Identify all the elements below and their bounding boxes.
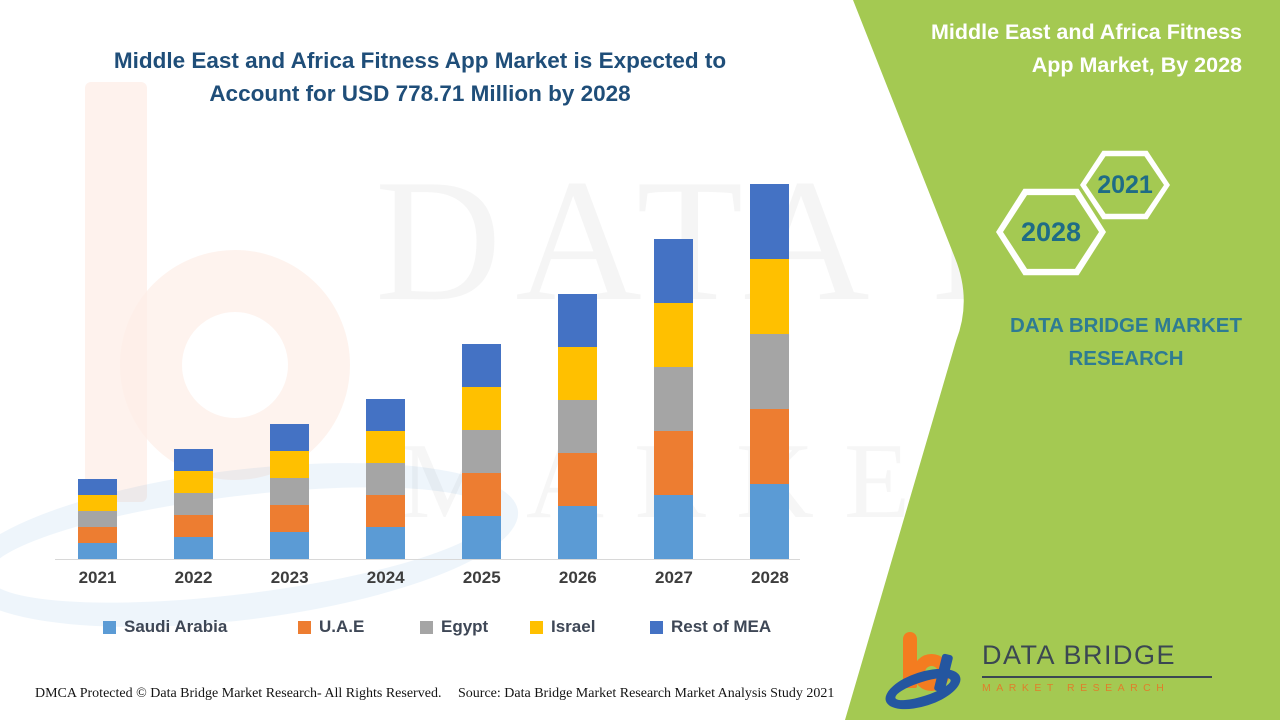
bar-segment-egypt-2024 (366, 463, 406, 495)
legend-item-israel: Israel (530, 616, 595, 638)
logo-text: DATA BRIDGE MARKET RESEARCH (982, 640, 1212, 694)
bar-chart-plot: 2021 2022 2023 2024 2025 2026 2027 2028 (55, 180, 800, 587)
data-bridge-logo: DATA BRIDGE MARKET RESEARCH (880, 630, 1216, 718)
bar-segment-israel-2021 (78, 495, 117, 511)
bar-segment-israel-2022 (174, 471, 214, 493)
bar-segment-saudi-arabia-2026 (558, 506, 598, 559)
legend-swatch (103, 620, 116, 634)
logo-sub: MARKET RESEARCH (982, 682, 1170, 694)
legend-item-u-a-e: U.A.E (298, 616, 364, 638)
bar-segment-u-a-e-2023 (270, 505, 310, 532)
x-axis-line (55, 559, 800, 560)
bar-segment-rest-of-mea-2028 (750, 184, 790, 259)
legend-swatch (420, 620, 433, 634)
bar-segment-egypt-2028 (750, 334, 790, 409)
chart-title: Middle East and Africa Fitness App Marke… (113, 48, 727, 107)
bar-segment-rest-of-mea-2021 (78, 479, 117, 495)
legend-item-rest-of-mea: Rest of MEA (650, 616, 771, 638)
x-axis-label-2026: 2026 (558, 568, 597, 587)
legend-label: Saudi Arabia (124, 617, 228, 636)
logo-name: DATA BRIDGE (982, 640, 1212, 678)
x-axis-label-2021: 2021 (78, 568, 117, 587)
bar-segment-u-a-e-2025 (462, 473, 502, 516)
legend-swatch (650, 620, 663, 634)
bar-segment-rest-of-mea-2027 (654, 239, 694, 303)
legend-swatch (298, 620, 311, 634)
bar-segment-u-a-e-2028 (750, 409, 790, 484)
bar-segment-u-a-e-2021 (78, 527, 117, 543)
x-axis-label-2028: 2028 (751, 568, 789, 587)
stacked-bar-2022 (174, 449, 214, 559)
x-axis-label-2023: 2023 (270, 568, 309, 587)
stacked-bar-2021 (78, 479, 117, 559)
stacked-bar-2023 (270, 424, 310, 559)
bar-segment-saudi-arabia-2024 (366, 527, 406, 559)
bar-segment-saudi-arabia-2025 (462, 516, 502, 559)
bar-segment-israel-2026 (558, 347, 598, 400)
footer-dmca-text: DMCA Protected © Data Bridge Market Rese… (35, 686, 442, 701)
panel-title: Middle East and Africa Fitness App Marke… (930, 20, 1242, 78)
bar-segment-u-a-e-2022 (174, 515, 214, 537)
data-bridge-logo-icon (880, 630, 966, 718)
bar-segment-egypt-2025 (462, 430, 502, 473)
stacked-bar-2025 (462, 344, 502, 559)
bar-segment-egypt-2021 (78, 511, 117, 527)
bar-segment-rest-of-mea-2024 (366, 399, 406, 431)
footer-source-text: Source: Data Bridge Market Research Mark… (458, 686, 835, 701)
bar-segment-u-a-e-2024 (366, 495, 406, 527)
bar-segment-rest-of-mea-2023 (270, 424, 310, 451)
bar-segment-saudi-arabia-2023 (270, 532, 310, 559)
bar-segment-u-a-e-2026 (558, 453, 598, 506)
hexagon-2028-label: 2028 (1020, 216, 1082, 247)
legend-item-saudi-arabia: Saudi Arabia (103, 616, 227, 638)
legend-item-egypt: Egypt (420, 616, 488, 638)
bar-segment-saudi-arabia-2027 (654, 495, 694, 559)
bar-segment-saudi-arabia-2022 (174, 537, 214, 559)
bar-segment-egypt-2023 (270, 478, 310, 505)
legend-label: Rest of MEA (671, 617, 772, 636)
hexagon-2021-label: 2021 (1097, 170, 1153, 199)
stacked-bar-2024 (366, 399, 406, 559)
bar-segment-rest-of-mea-2026 (558, 294, 598, 347)
panel-brand-text: DATA BRIDGE MARKET RESEARCH (1010, 314, 1242, 370)
bar-segment-u-a-e-2027 (654, 431, 694, 495)
bar-segment-rest-of-mea-2022 (174, 449, 214, 471)
x-axis-label-2027: 2027 (654, 568, 693, 587)
chart-legend: Saudi Arabia U.A.E Egypt Israel Rest of MEA (0, 616, 820, 642)
stacked-bar-2027 (654, 239, 694, 559)
legend-label: Israel (551, 617, 596, 636)
bar-segment-israel-2027 (654, 303, 694, 367)
stacked-bar-2028 (750, 184, 790, 559)
bar-segment-saudi-arabia-2028 (750, 484, 790, 559)
x-axis-label-2025: 2025 (462, 568, 501, 587)
bar-segment-israel-2028 (750, 259, 790, 334)
x-axis-label-2022: 2022 (174, 568, 213, 587)
legend-label: Egypt (441, 617, 489, 636)
bar-segment-egypt-2022 (174, 493, 214, 515)
bar-segment-rest-of-mea-2025 (462, 344, 502, 387)
hexagon-2028: 2028 (996, 184, 1106, 280)
hexagon-fill (1086, 156, 1164, 214)
legend-swatch (530, 620, 543, 634)
bar-segment-israel-2025 (462, 387, 502, 430)
stacked-bar-2026 (558, 294, 598, 559)
bar-segment-israel-2023 (270, 451, 310, 478)
bar-segment-egypt-2026 (558, 400, 598, 453)
bar-segment-egypt-2027 (654, 367, 694, 431)
hexagon-2021: 2021 (1080, 147, 1170, 223)
x-axis-label-2024: 2024 (366, 568, 405, 587)
legend-label: U.A.E (319, 617, 365, 636)
bar-segment-saudi-arabia-2021 (78, 543, 117, 559)
bar-segment-israel-2024 (366, 431, 406, 463)
